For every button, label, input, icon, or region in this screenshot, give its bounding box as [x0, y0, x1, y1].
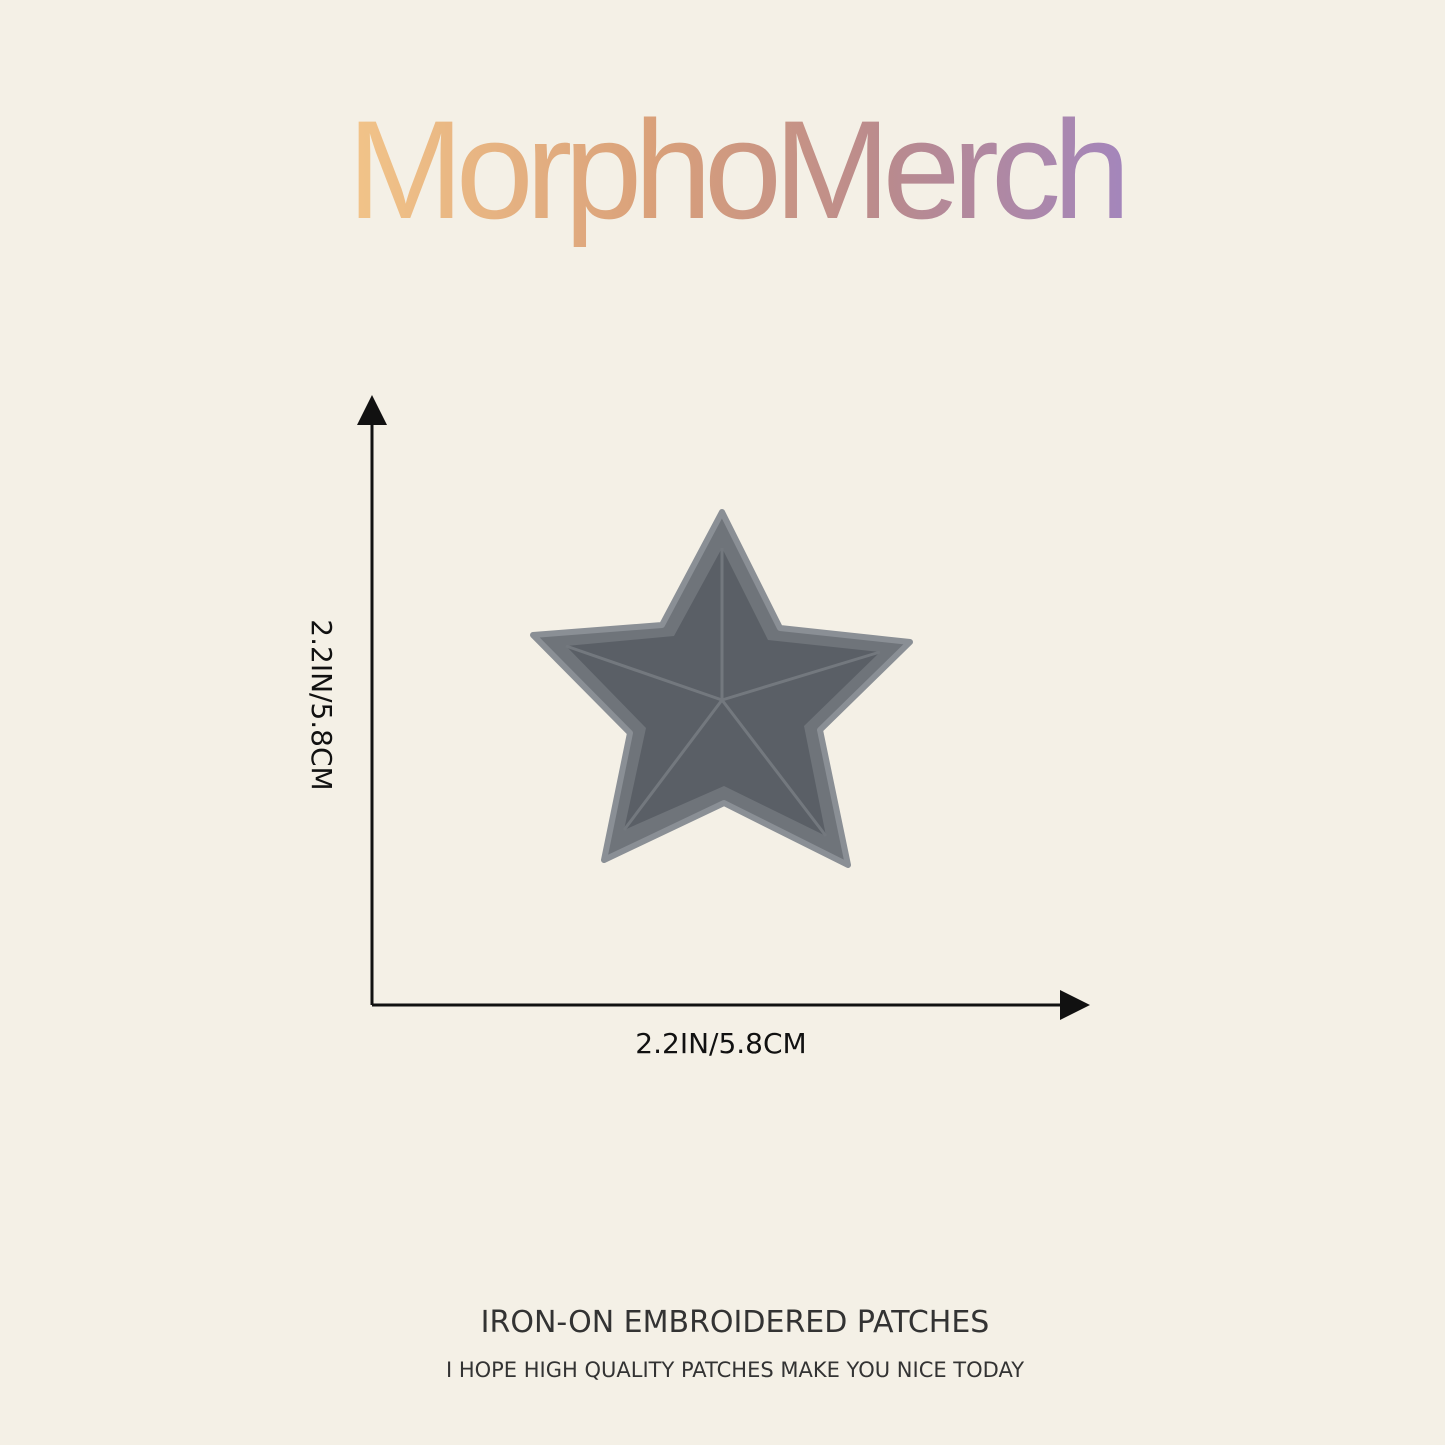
- width-label: 2.2IN/5.8CM: [635, 1027, 806, 1060]
- brand-logo: MorphoMerch: [347, 91, 1123, 248]
- height-label: 2.2IN/5.8CM: [305, 619, 338, 790]
- star-patch: [530, 509, 913, 868]
- footer-title: IRON-ON EMBROIDERED PATCHES: [481, 1305, 990, 1340]
- footer-subtitle: I HOPE HIGH QUALITY PATCHES MAKE YOU NIC…: [446, 1358, 1024, 1382]
